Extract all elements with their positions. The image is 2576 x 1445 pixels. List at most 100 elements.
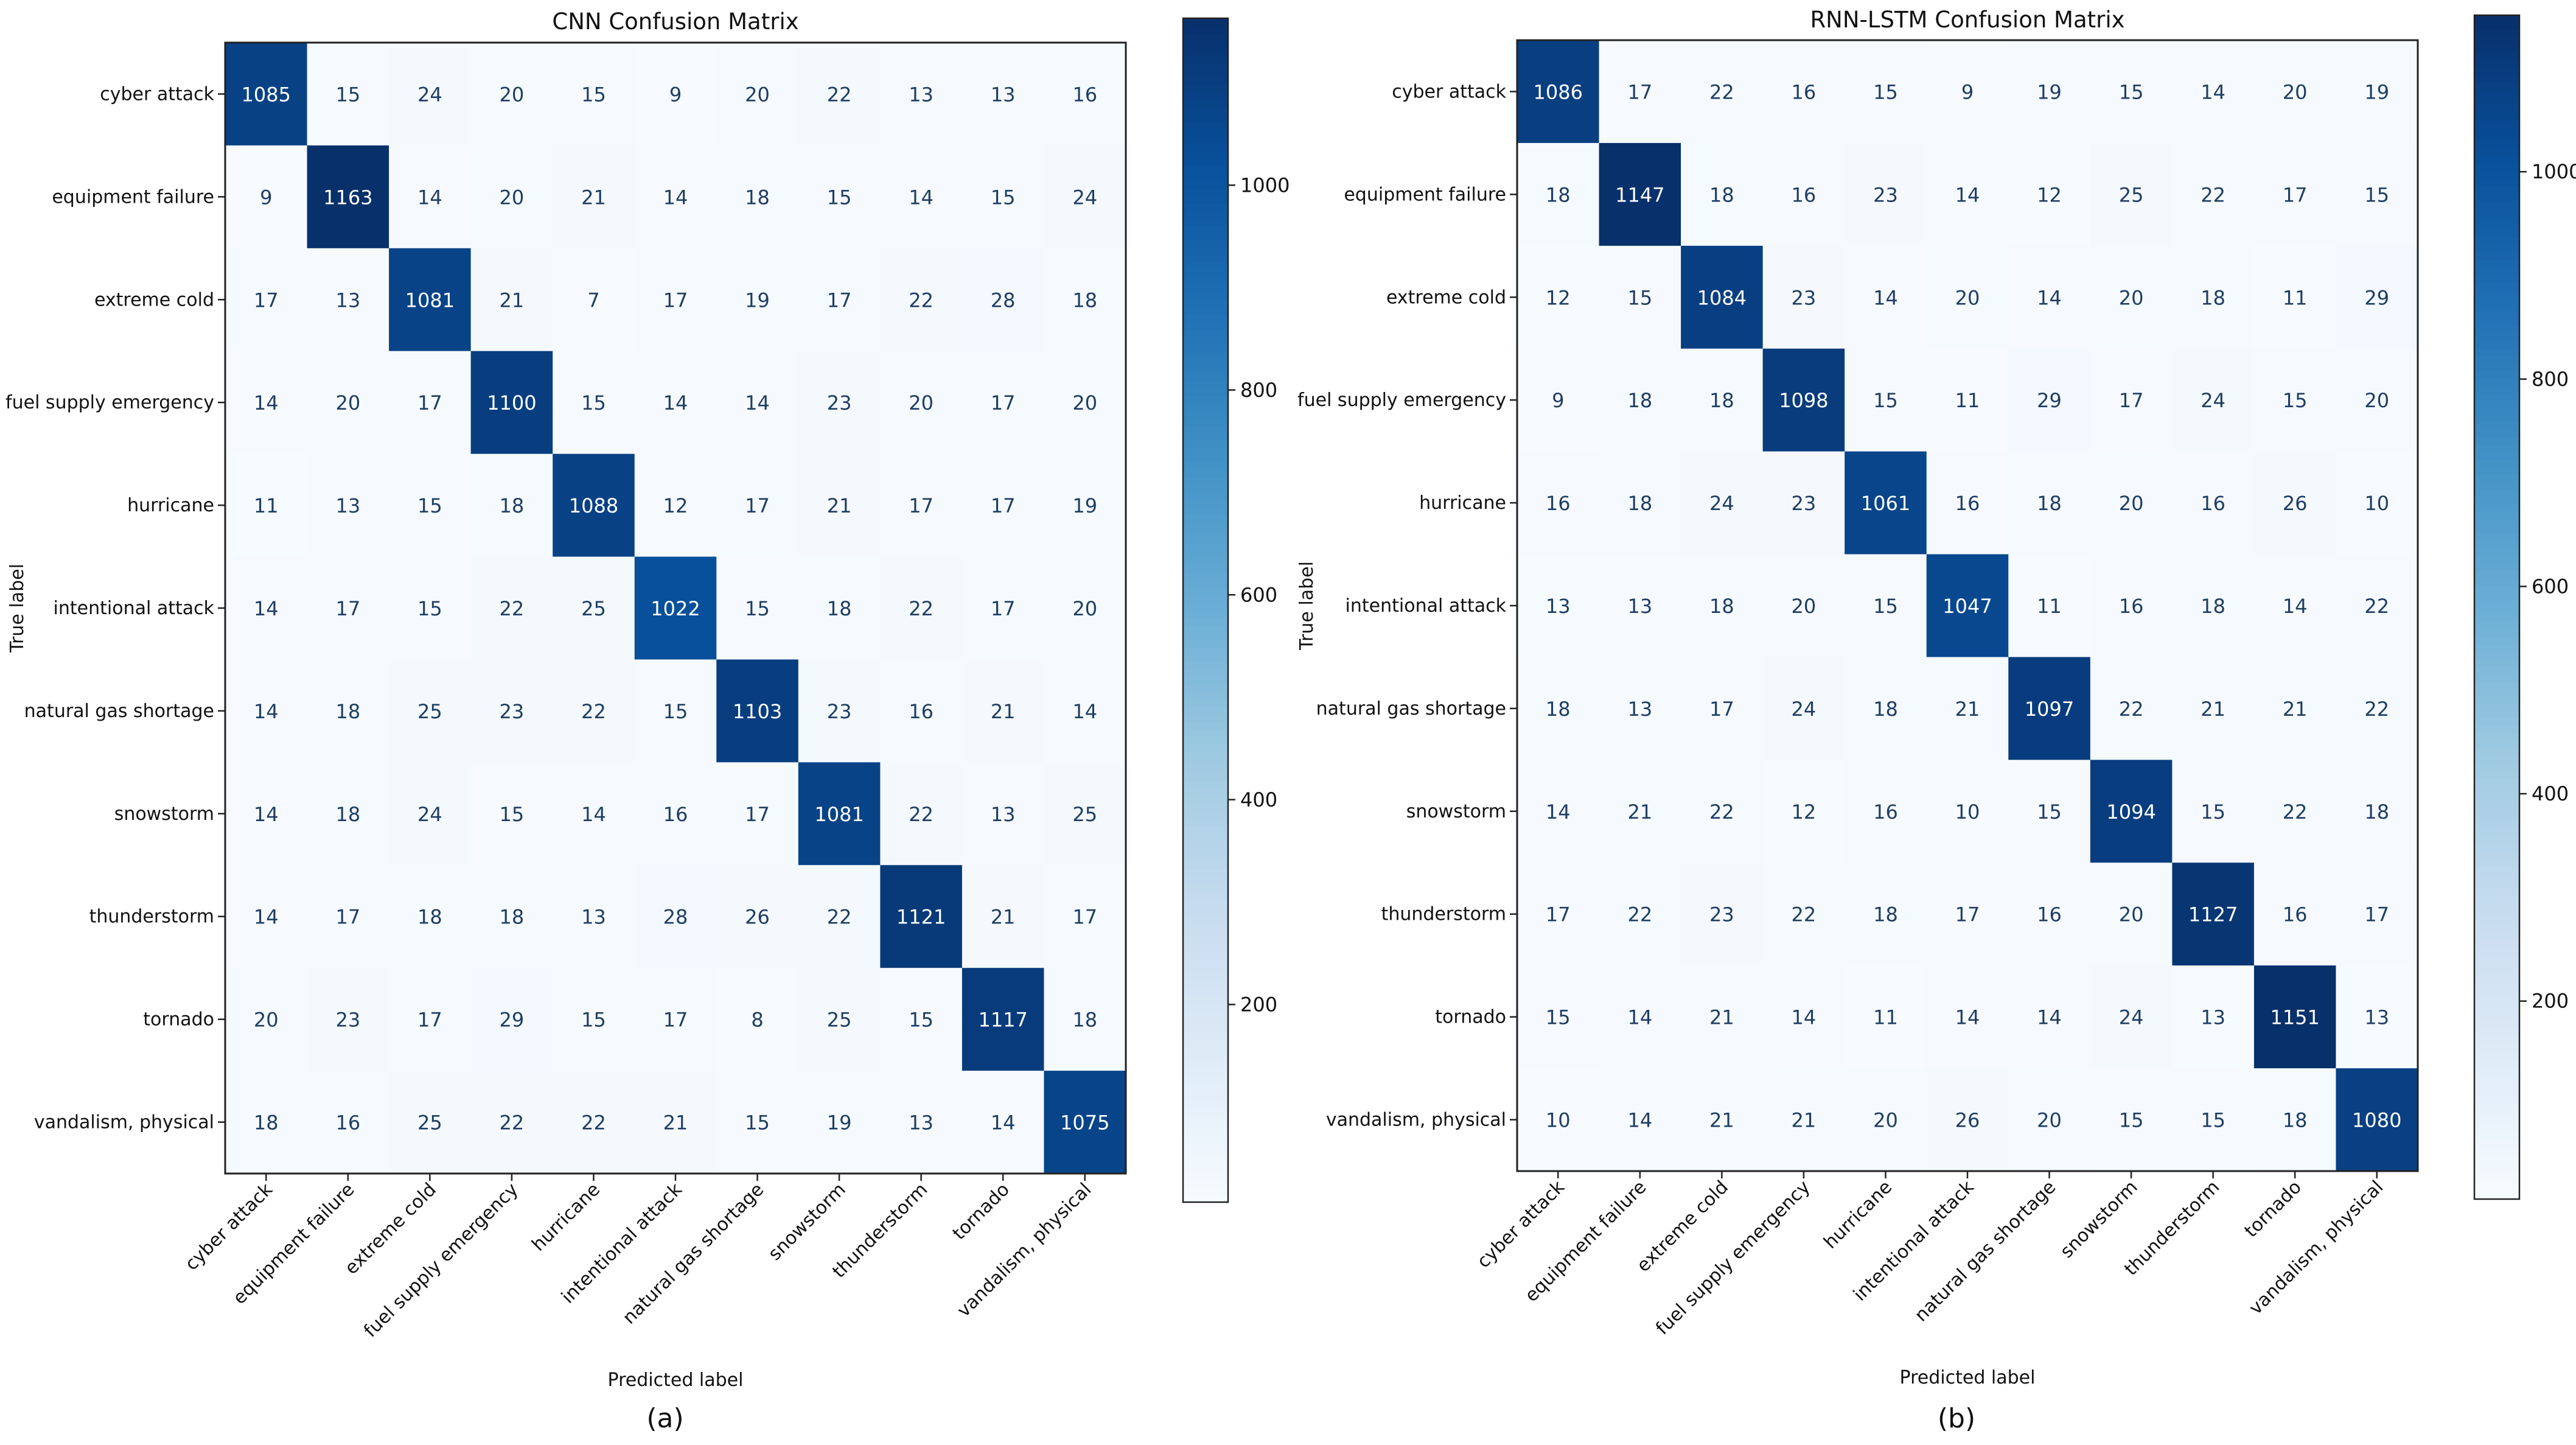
rnn-cell-7-4	[1845, 760, 1927, 863]
cnn-cell-0-1	[307, 43, 389, 146]
rnn-colorbar-segment	[2474, 311, 2519, 320]
rnn-cell-4-10	[2336, 451, 2418, 555]
rnn-cell-9-5	[1926, 965, 2009, 1069]
cnn-cell-value: 15	[909, 1009, 934, 1032]
cnn-colorbar-segment	[1183, 395, 1228, 404]
rnn-cell-value: 21	[1955, 698, 1980, 721]
cnn-cell-8-10	[1044, 865, 1126, 968]
rnn-cell-3-4	[1845, 348, 1927, 452]
cnn-colorbar-segment	[1183, 588, 1228, 596]
cnn-cell-9-4	[553, 968, 635, 1071]
rnn-cell-3-6	[2008, 348, 2091, 452]
cnn-colorbar-segment	[1183, 580, 1228, 589]
cnn-colorbar-segment	[1183, 351, 1228, 359]
cnn-y-tick-label: intentional attack	[54, 598, 215, 619]
cnn-cell-8-0	[225, 865, 308, 968]
cnn-cell-3-6	[716, 351, 799, 455]
cnn-cell-value: 21	[991, 700, 1016, 723]
rnn-cell-2-6	[2008, 245, 2091, 349]
rnn-colorbar-segment	[2474, 459, 2519, 467]
rnn-colorbar-segment	[2474, 755, 2519, 763]
rnn-colorbar-segment	[2474, 267, 2519, 275]
cnn-cell-value: 17	[991, 597, 1016, 620]
rnn-colorbar-segment	[2474, 400, 2519, 408]
cnn-cell-1-8	[880, 145, 963, 249]
rnn-cell-9-6	[2008, 965, 2091, 1069]
cnn-colorbar-segment	[1183, 950, 1228, 959]
cnn-colorbar-segment	[1183, 181, 1228, 189]
rnn-cell-9-7	[2090, 965, 2173, 1069]
rnn-cell-4-6	[2008, 451, 2091, 555]
rnn-colorbar-segment	[2474, 1147, 2519, 1155]
rnn-colorbar-segment	[2474, 237, 2519, 245]
cnn-colorbar-segment	[1183, 506, 1228, 515]
cnn-cell-0-4	[553, 43, 635, 146]
cnn-colorbar-segment	[1183, 388, 1228, 396]
cnn-cell-9-0	[225, 968, 308, 1071]
cnn-colorbar-segment	[1183, 321, 1228, 330]
cnn-cell-3-7	[798, 351, 881, 455]
rnn-cell-value: 18	[1627, 492, 1652, 515]
rnn-cell-value: 13	[1627, 698, 1652, 721]
cnn-cell-value: 17	[663, 289, 688, 312]
cnn-cell-value: 18	[1072, 289, 1097, 312]
cnn-colorbar-segment	[1183, 336, 1228, 345]
rnn-heatmap-cells: 1086 17 22 16 15 9 19 15 14 20 19 18 1147 18 16 23 14 12 2…	[1517, 40, 2418, 1172]
cnn-y-tick-label: equipment failure	[52, 186, 214, 208]
cnn-colorbar-segment	[1183, 1105, 1228, 1114]
rnn-colorbar-segment	[2474, 984, 2519, 993]
cnn-colorbar-segment	[1183, 343, 1228, 352]
rnn-colorbar-segment	[2474, 851, 2519, 859]
cnn-cell-value: 20	[254, 1009, 279, 1032]
cnn-cell-0-3	[470, 43, 553, 146]
cnn-cell-value: 22	[827, 83, 852, 106]
rnn-colorbar-segment	[2474, 1029, 2519, 1037]
cnn-cell-value: 22	[827, 906, 852, 929]
rnn-colorbar-segment	[2474, 89, 2519, 97]
cnn-colorbar-tick-label: 800	[1240, 379, 1277, 402]
rnn-colorbar-segment	[2474, 489, 2519, 497]
rnn-cell-0-2	[1681, 40, 1764, 144]
rnn-colorbar-segment	[2474, 1118, 2519, 1126]
cnn-colorbar-segment	[1183, 528, 1228, 537]
rnn-colorbar-segment	[2474, 1073, 2519, 1082]
cnn-cell-4-9	[962, 453, 1044, 558]
rnn-cell-1-1	[1599, 142, 1681, 247]
cnn-colorbar-segment	[1183, 832, 1228, 841]
rnn-colorbar-segment	[2474, 215, 2519, 223]
cnn-colorbar-segment	[1183, 788, 1228, 796]
rnn-cell-value: 21	[1792, 1109, 1817, 1132]
rnn-cell-9-3	[1762, 965, 1845, 1069]
cnn-y-tick-label: snowstorm	[114, 803, 214, 825]
rnn-colorbar-segment	[2474, 962, 2519, 970]
rnn-cell-value: 24	[2119, 1006, 2144, 1029]
cnn-y-tick-label: extreme cold	[94, 289, 214, 310]
rnn-colorbar-segment	[2474, 355, 2519, 364]
rnn-cell-9-0	[1517, 965, 1600, 1069]
cnn-colorbar-segment	[1183, 166, 1228, 175]
cnn-cell-value: 23	[335, 1009, 360, 1032]
cnn-cell-value: 19	[1072, 494, 1097, 517]
cnn-colorbar-segment	[1183, 314, 1228, 323]
rnn-cell-7-0	[1517, 760, 1600, 863]
rnn-colorbar-segment	[2474, 385, 2519, 393]
cnn-colorbar-segment	[1183, 99, 1228, 108]
cnn-cell-value: 16	[909, 700, 934, 723]
cnn-cell-value: 17	[663, 1009, 688, 1032]
cnn-cell-value: 19	[745, 289, 770, 312]
cnn-cell-value: 29	[500, 1009, 525, 1032]
cnn-cell-value: 17	[745, 494, 770, 517]
rnn-cell-1-10	[2336, 142, 2418, 247]
cnn-cell-3-3	[470, 351, 553, 455]
rnn-y-tick-label: hurricane	[1419, 492, 1506, 514]
rnn-cell-value: 18	[1709, 183, 1734, 206]
rnn-cell-value: 14	[1955, 183, 1980, 206]
rnn-cell-value: 22	[2364, 698, 2389, 721]
rnn-cell-0-7	[2090, 40, 2173, 144]
cnn-colorbar-segment	[1183, 225, 1228, 234]
cnn-cell-8-7	[798, 865, 881, 968]
rnn-colorbar-segment	[2474, 637, 2519, 645]
rnn-colorbar-segment	[2474, 629, 2519, 637]
cnn-cell-value: 15	[745, 1111, 770, 1135]
